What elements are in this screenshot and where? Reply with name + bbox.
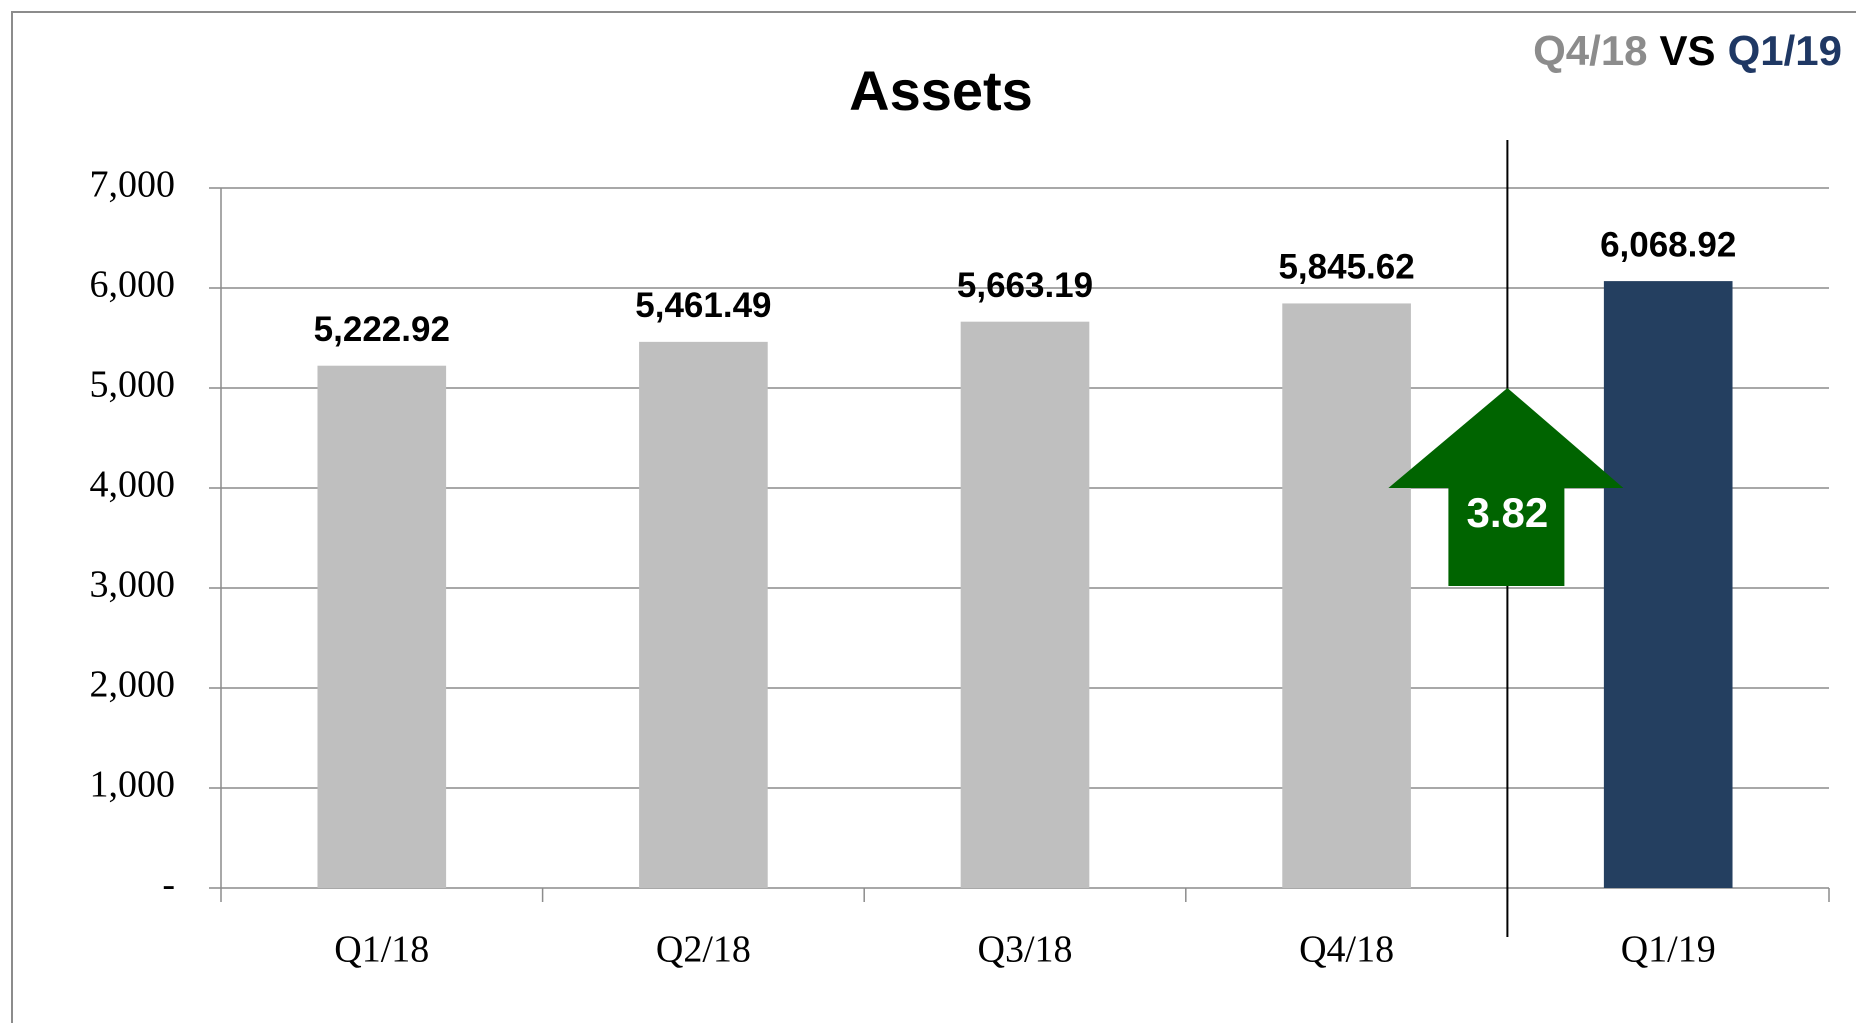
data-label: 6,068.92 [1600,225,1736,264]
data-label: 5,845.62 [1278,248,1414,287]
y-tick-label: - [162,864,175,906]
comparison-from: Q4/18 [1533,27,1647,74]
bar [639,341,768,888]
change-arrow [1388,388,1624,586]
bar [317,365,447,888]
bar [960,321,1090,888]
y-tick-label: 2,000 [90,664,176,706]
data-label: 5,222.92 [314,310,450,349]
comparison-header: Q4/18 VS Q1/19 [1533,27,1842,74]
x-tick-label: Q2/18 [656,929,751,971]
x-tick-label: Q4/18 [1299,929,1394,971]
y-tick-label: 5,000 [90,364,176,406]
x-tick-label: Q3/18 [978,929,1073,971]
y-tick-label: 7,000 [90,164,176,206]
y-tick-label: 3,000 [90,564,176,606]
change-label: 3.82 [1467,489,1549,536]
y-tick-label: 1,000 [90,764,176,806]
y-tick-label: 6,000 [90,264,176,306]
x-tick-label: Q1/18 [334,929,429,971]
comparison-to: Q1/19 [1728,27,1842,74]
data-label: 5,461.49 [635,286,771,325]
bar [1282,303,1411,888]
chart-title: Assets [849,59,1033,122]
x-tick-label: Q1/19 [1621,929,1716,971]
data-label: 5,663.19 [957,266,1093,305]
y-tick-label: 4,000 [90,464,176,506]
chart-frame [11,11,1856,1023]
bar [1603,281,1733,888]
comparison-vs: VS [1660,27,1716,74]
